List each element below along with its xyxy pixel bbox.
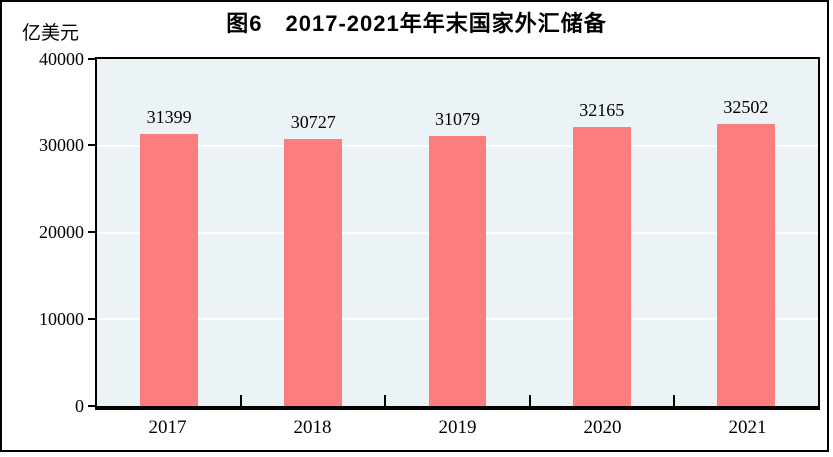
y-axis-tick-label: 20000 [39,222,84,242]
bar-group-2019: 31079 [385,59,529,406]
x-axis-tick-mark [528,395,531,406]
x-axis-tick-mark [384,395,387,406]
y-axis-tick-label: 10000 [39,309,84,329]
y-axis-tick-label: 30000 [39,135,84,155]
y-axis-tick-label: 0 [75,396,84,416]
x-axis-tick-label: 2021 [728,417,767,438]
y-axis-unit-label: 亿美元 [22,23,80,44]
bar-value-label: 31399 [146,106,192,127]
bar-2019 [428,136,487,406]
bar-group-2021: 32502 [674,59,818,406]
bar-2017 [140,133,198,406]
bar-group-2017: 31399 [97,59,241,406]
y-axis-tick-mark [88,405,95,407]
bar-value-label: 31079 [434,109,480,130]
y-axis-tick-mark [88,58,95,60]
x-axis-tick-mark [672,395,675,406]
bar-2020 [572,126,631,406]
bar-group-2018: 30727 [241,59,385,406]
bar-value-label: 30727 [290,112,336,133]
y-axis-tick-mark [88,144,95,146]
y-axis-tick-mark [88,318,95,320]
bar-2018 [284,139,343,406]
y-axis-tick-mark [88,231,95,233]
bar-group-2020: 32165 [530,59,674,406]
x-axis-tick-label: 2018 [293,417,332,438]
bar-2021 [717,124,775,406]
x-axis-tick-label: 2019 [438,417,477,438]
plot-area: 31399 30727 31079 32165 32502 [95,57,820,410]
chart-title: 图6 2017-2021年年末国家外汇储备 [226,11,607,36]
bar-value-label: 32165 [579,99,625,120]
x-axis-tick-label: 2020 [583,417,622,438]
x-axis-tick-label: 2017 [148,417,187,438]
bar-value-label: 32502 [723,97,769,118]
y-axis-tick-label: 40000 [39,49,84,69]
x-axis-tick-mark [240,395,243,406]
